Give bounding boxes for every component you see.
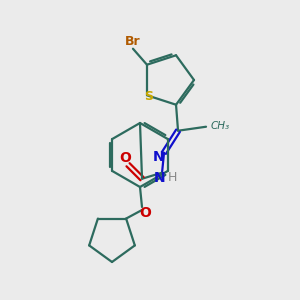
Text: CH₃: CH₃ <box>211 121 230 131</box>
Text: Br: Br <box>125 35 141 48</box>
Text: N: N <box>154 171 166 185</box>
Text: O: O <box>139 206 151 220</box>
Text: H: H <box>167 171 177 184</box>
Text: O: O <box>119 151 131 165</box>
Text: N: N <box>153 150 165 164</box>
Text: S: S <box>145 90 154 103</box>
